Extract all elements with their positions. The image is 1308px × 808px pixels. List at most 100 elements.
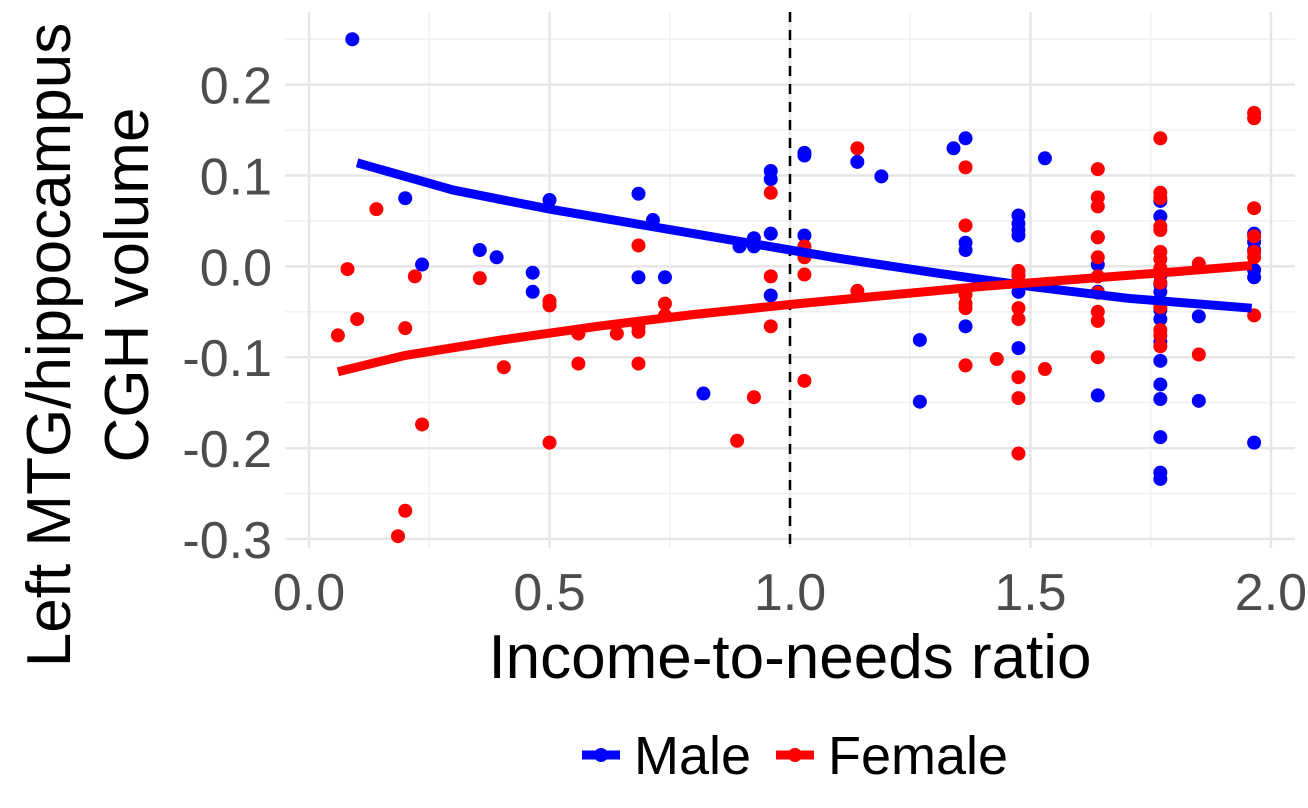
male-point bbox=[797, 228, 812, 243]
male-point bbox=[631, 186, 646, 201]
female-point bbox=[1247, 111, 1262, 126]
female-point bbox=[631, 324, 646, 339]
female-trend-line bbox=[336, 261, 1253, 377]
male-point bbox=[489, 250, 504, 265]
male-point bbox=[1191, 393, 1206, 408]
female-point bbox=[631, 356, 646, 371]
female-point bbox=[1247, 201, 1262, 216]
female-point bbox=[415, 417, 430, 432]
male-point bbox=[631, 270, 646, 285]
male-point bbox=[912, 332, 927, 347]
male-point bbox=[398, 191, 413, 206]
female-point bbox=[763, 185, 778, 200]
male-point bbox=[1247, 270, 1262, 285]
female-point bbox=[472, 271, 487, 286]
female-point bbox=[1153, 131, 1168, 146]
x-tick-label: 1.5 bbox=[994, 564, 1066, 622]
female-point bbox=[631, 238, 646, 253]
female-point bbox=[763, 269, 778, 284]
female-point bbox=[958, 358, 973, 373]
y-tick-label: 0.1 bbox=[200, 149, 272, 207]
female-point bbox=[1247, 250, 1262, 265]
female-point bbox=[350, 312, 365, 327]
female-point bbox=[1247, 229, 1262, 244]
female-point bbox=[850, 141, 865, 156]
male-point bbox=[657, 270, 672, 285]
female-point bbox=[330, 328, 345, 343]
legend-key-point-female bbox=[788, 748, 802, 762]
female-point bbox=[1011, 301, 1026, 316]
female-point bbox=[496, 360, 511, 375]
male-point bbox=[763, 226, 778, 241]
y-tick-label: -0.3 bbox=[182, 512, 272, 570]
male-point bbox=[1153, 209, 1168, 224]
x-tick-label: 0.5 bbox=[513, 564, 585, 622]
female-point bbox=[1153, 339, 1168, 354]
female-point bbox=[609, 326, 624, 341]
y-axis-title-line-1: Left MTG/hippocampus bbox=[15, 23, 84, 667]
x-tick-label: 2.0 bbox=[1235, 564, 1307, 622]
female-point bbox=[1090, 230, 1105, 245]
female-point bbox=[958, 160, 973, 175]
male-point bbox=[958, 131, 973, 146]
male-point bbox=[1247, 435, 1262, 450]
male-point bbox=[525, 284, 540, 299]
female-point bbox=[1153, 191, 1168, 206]
female-point bbox=[1090, 199, 1105, 214]
male-point bbox=[1090, 388, 1105, 403]
female-point bbox=[797, 267, 812, 282]
male-point bbox=[912, 394, 927, 409]
male-point bbox=[850, 154, 865, 169]
male-point bbox=[1153, 392, 1168, 407]
female-point bbox=[398, 321, 413, 336]
female-point bbox=[1090, 313, 1105, 328]
male-point bbox=[1153, 377, 1168, 392]
male-point bbox=[1153, 430, 1168, 445]
y-tick-label: 0.2 bbox=[200, 58, 272, 116]
female-point bbox=[958, 301, 973, 316]
x-tick-label: 0.0 bbox=[273, 564, 345, 622]
male-point bbox=[1037, 151, 1052, 166]
female-point bbox=[1011, 391, 1026, 406]
female-point bbox=[958, 218, 973, 233]
female-point bbox=[730, 433, 745, 448]
male-point bbox=[763, 288, 778, 303]
female-point bbox=[989, 352, 1004, 367]
male-point bbox=[763, 172, 778, 187]
female-point bbox=[1090, 250, 1105, 265]
male-point bbox=[542, 193, 557, 208]
male-point bbox=[1011, 228, 1026, 243]
male-point bbox=[958, 243, 973, 258]
female-point bbox=[1011, 370, 1026, 385]
y-axis-title: Left MTG/hippocampus CGH volume bbox=[15, 23, 162, 667]
female-point bbox=[1191, 347, 1206, 362]
y-tick-label: -0.2 bbox=[182, 421, 272, 479]
points bbox=[330, 32, 1262, 544]
male-point bbox=[1011, 341, 1026, 356]
female-point bbox=[657, 296, 672, 311]
female-point bbox=[1153, 328, 1168, 343]
male-point bbox=[797, 148, 812, 163]
male-point bbox=[696, 386, 711, 401]
male-point bbox=[415, 257, 430, 272]
female-point bbox=[398, 503, 413, 518]
female-point bbox=[1011, 312, 1026, 327]
legend-label-male: Male bbox=[634, 726, 751, 786]
female-point bbox=[1153, 275, 1168, 290]
x-tick-labels: 0.0 0.5 1.0 1.5 2.0 bbox=[273, 564, 1307, 622]
male-point bbox=[1191, 309, 1206, 324]
female-point bbox=[1090, 162, 1105, 177]
female-point bbox=[407, 269, 422, 284]
y-axis-title-line-2: CGH volume bbox=[93, 108, 162, 463]
male-point bbox=[958, 319, 973, 334]
male-point bbox=[1153, 312, 1168, 327]
female-point bbox=[1153, 223, 1168, 238]
male-point bbox=[525, 265, 540, 280]
male-point bbox=[946, 141, 961, 156]
female-point bbox=[1090, 350, 1105, 365]
female-point bbox=[340, 262, 355, 277]
y-tick-label: 0.0 bbox=[200, 239, 272, 297]
female-point bbox=[369, 202, 384, 217]
y-tick-label: -0.1 bbox=[182, 330, 272, 388]
